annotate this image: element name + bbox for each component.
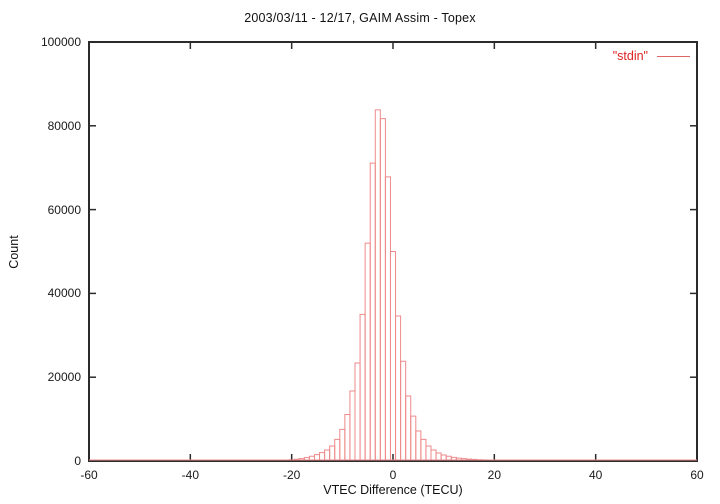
x-tick-label: -60 (80, 468, 98, 482)
histogram-bar (354, 362, 361, 461)
histogram-bar (384, 176, 391, 461)
legend-line-sample-icon (657, 55, 690, 57)
histogram-bar (379, 118, 386, 461)
histogram-bar (395, 315, 402, 461)
x-tick-label: 20 (487, 468, 501, 482)
histogram-bar (344, 413, 351, 461)
chart-title: 2003/03/11 - 12/17, GAIM Assim - Topex (244, 11, 476, 25)
histogram-bar (324, 449, 331, 461)
y-tick-label: 60000 (47, 202, 81, 217)
histogram-bar (410, 415, 417, 461)
histogram-bar (374, 109, 381, 461)
x-tick-label: -40 (181, 468, 199, 482)
histogram-bar (405, 395, 412, 461)
histogram-bar (364, 242, 371, 461)
y-tick-label: 0 (74, 454, 81, 468)
x-tick-label: -20 (282, 468, 301, 482)
histogram-bar (389, 251, 397, 461)
histogram-bar (420, 438, 427, 461)
histogram-bar (415, 430, 422, 461)
y-tick-label: 20000 (47, 370, 81, 385)
histogram-bar (334, 438, 341, 461)
x-tick-label: 60 (690, 468, 704, 482)
y-tick-label: 100000 (40, 35, 81, 49)
legend-series-label: "stdin" (612, 49, 648, 63)
histogram-bar (369, 162, 376, 461)
x-tick-label: 40 (588, 468, 603, 482)
histogram-bar (359, 313, 366, 461)
histogram-bar (430, 449, 437, 461)
x-tick-label: 0 (389, 468, 397, 482)
y-tick-label: 40000 (47, 286, 81, 301)
histogram-bar (339, 428, 346, 461)
legend: "stdin" (613, 49, 690, 63)
histogram-bar (425, 445, 432, 461)
x-axis-label: VTEC Difference (TECU) (323, 483, 463, 497)
histogram-bar (329, 445, 336, 461)
histogram-bar (349, 390, 356, 461)
histogram-bar (400, 360, 407, 461)
y-tick-label: 80000 (47, 118, 81, 133)
